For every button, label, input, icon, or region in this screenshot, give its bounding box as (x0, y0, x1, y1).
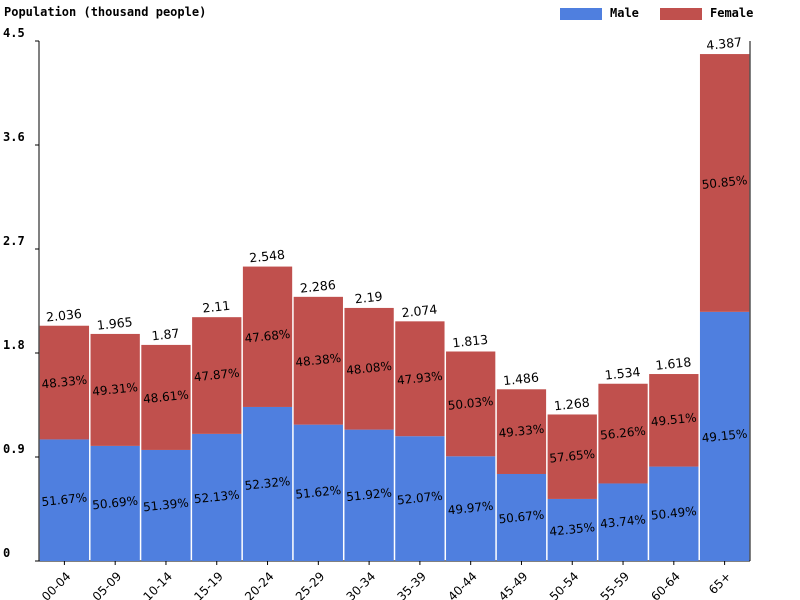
bar-segment-female (293, 296, 343, 425)
percent-label: 49.15% (701, 427, 748, 446)
percent-label: 51.92% (346, 485, 393, 504)
percent-label: 48.38% (295, 351, 342, 370)
bar-segment-male (293, 424, 343, 561)
chart-title: Population (thousand people) (4, 5, 206, 19)
y-tick-label: 2.7 (3, 234, 25, 248)
legend-label-female: Female (710, 6, 753, 20)
total-label: 1.534 (604, 364, 641, 383)
percent-label: 47.93% (396, 369, 443, 388)
percent-label: 50.49% (650, 504, 697, 523)
total-label: 2.074 (401, 302, 438, 321)
percent-label: 48.08% (346, 359, 393, 378)
percent-label: 50.67% (498, 508, 545, 527)
percent-label: 51.62% (295, 483, 342, 502)
bar-segment-male (547, 498, 597, 561)
percent-label: 48.33% (41, 373, 88, 392)
total-label: 2.548 (248, 247, 285, 266)
bar-segment-male (344, 429, 394, 561)
total-label: 2.036 (45, 306, 82, 325)
bar-segment-female (90, 333, 140, 446)
bar-segment-female (192, 317, 242, 434)
x-tick-label: 65+ (706, 569, 734, 597)
legend-swatch-male (560, 8, 602, 20)
bar-segment-male (242, 406, 293, 561)
total-label: 2.19 (354, 289, 383, 307)
bar-segment-male (598, 483, 648, 561)
bar-segment-male (192, 433, 242, 561)
legend-label-male: Male (610, 6, 639, 20)
legend: Male Female (560, 6, 753, 20)
total-label: 1.87 (151, 326, 180, 344)
x-tick-label: 55-59 (598, 569, 633, 600)
percent-label: 49.33% (498, 422, 545, 441)
x-tick-label: 20-24 (242, 569, 277, 600)
bar-segment-male (395, 436, 445, 561)
plot-area: 0 0.9 1.8 2.7 3.6 4.5 51.67% 48.33% 2.036 00-04 50… (3, 26, 751, 600)
total-label: 1.965 (96, 314, 133, 333)
x-tick-label: 25-29 (293, 569, 328, 600)
bar-segment-male (649, 466, 699, 561)
bar-segment-female (141, 344, 191, 450)
bar-segment-male (39, 439, 90, 561)
total-label: 1.618 (655, 354, 692, 373)
total-label: 2.286 (299, 277, 336, 296)
percent-label: 43.74% (599, 512, 646, 531)
x-tick-label: 30-34 (344, 569, 379, 600)
x-tick-label: 05-09 (90, 569, 125, 600)
x-tick-label: 45-49 (496, 569, 531, 600)
percent-label: 49.97% (447, 499, 494, 518)
bar-segment-male (141, 449, 191, 561)
percent-label: 47.68% (244, 327, 291, 346)
y-tick-label: 4.5 (3, 26, 25, 40)
bar-segment-female (699, 54, 750, 312)
total-label: 1.486 (502, 369, 539, 388)
percent-label: 51.39% (142, 496, 189, 515)
bar-segment-female (39, 325, 90, 440)
x-tick-label: 40-44 (445, 569, 480, 600)
bar-segment-female (547, 414, 597, 499)
y-tick-label: 0.9 (3, 442, 25, 456)
percent-label: 52.32% (244, 474, 291, 493)
percent-label: 50.85% (701, 173, 748, 192)
percent-label: 47.87% (193, 366, 240, 385)
total-label: 1.268 (553, 395, 590, 414)
bar-segment-male (496, 473, 547, 561)
bar-segment-male (90, 445, 140, 561)
x-tick-label: 10-14 (141, 569, 176, 600)
y-tick-label: 1.8 (3, 338, 25, 352)
total-label: 2.11 (202, 298, 231, 316)
percent-label: 52.07% (396, 489, 443, 508)
bar-segment-female (649, 374, 699, 467)
x-tick-label: 00-04 (39, 569, 74, 600)
total-label: 1.813 (452, 332, 489, 351)
percent-label: 42.35% (549, 520, 596, 539)
x-tick-label: 60-64 (648, 569, 683, 600)
percent-label: 57.65% (549, 447, 596, 466)
bar-segment-male (446, 456, 496, 561)
percent-label: 48.61% (142, 388, 189, 407)
bar-segment-female (242, 266, 293, 407)
y-tick-label: 0 (3, 546, 10, 560)
percent-label: 56.26% (599, 424, 646, 443)
bar-segment-male (699, 311, 750, 561)
bar-segment-female (496, 389, 547, 474)
y-tick-label: 3.6 (3, 130, 25, 144)
percent-label: 51.67% (41, 490, 88, 509)
percent-label: 49.51% (650, 410, 697, 429)
legend-swatch-female (660, 8, 702, 20)
percent-label: 50.03% (447, 394, 494, 413)
percent-label: 49.31% (92, 380, 139, 399)
bar-segment-female (598, 383, 648, 484)
x-tick-label: 50-54 (547, 569, 582, 600)
x-tick-label: 15-19 (191, 569, 226, 600)
x-tick-label: 35-39 (394, 569, 429, 600)
bar-segment-female (344, 307, 394, 430)
total-label: 4.387 (706, 34, 743, 53)
percent-label: 50.69% (92, 494, 139, 513)
percent-label: 52.13% (193, 488, 240, 507)
bar-segment-female (395, 321, 445, 437)
bar-segment-female (446, 351, 496, 457)
